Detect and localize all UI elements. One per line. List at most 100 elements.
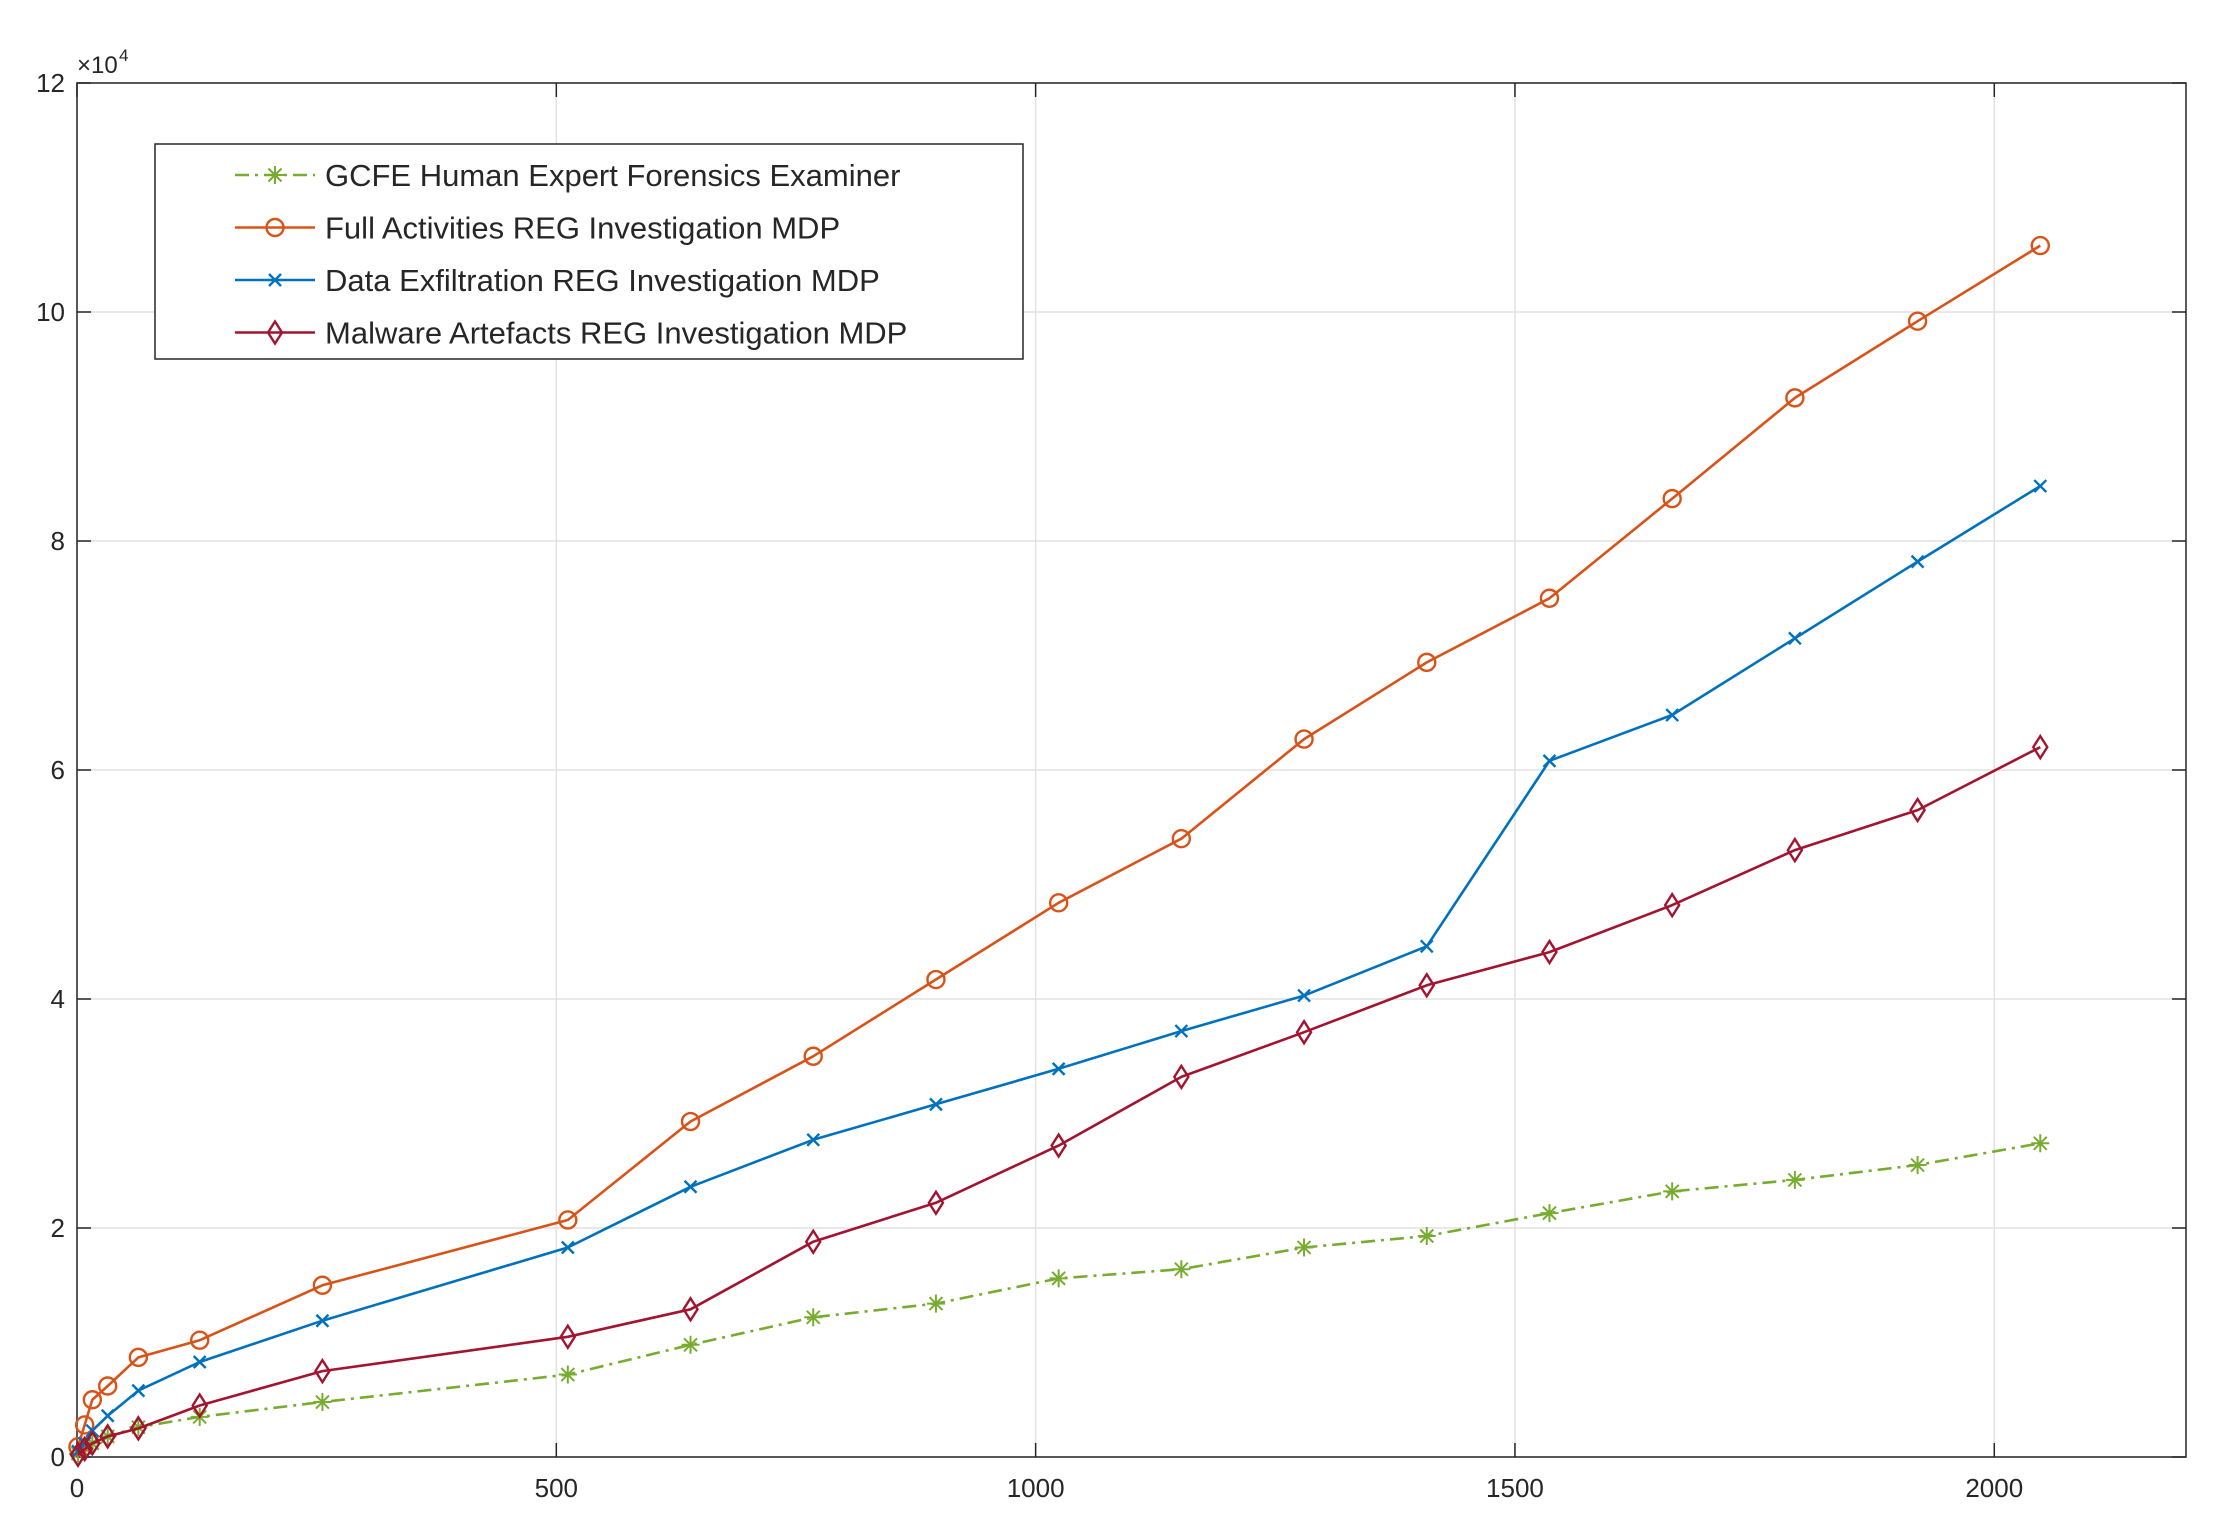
data-point-stroke (268, 273, 282, 287)
data-point (1418, 972, 1436, 999)
series-line (76, 244, 2041, 1448)
data-point (1048, 893, 1069, 913)
data-point (806, 1132, 821, 1147)
series-line (77, 1142, 2041, 1455)
data-point (1785, 388, 1805, 408)
x-tick-label: 1000 (1007, 1473, 1065, 1503)
data-point-stroke (1051, 1061, 1066, 1076)
data-point (74, 1415, 95, 1435)
data-point (83, 1430, 101, 1457)
legend-item: Data Exfiltration REG Investigation MDP (235, 263, 880, 298)
data-point-stroke (2033, 479, 2048, 493)
series-3 (71, 479, 2048, 1459)
data-point (266, 166, 284, 184)
data-point (1663, 1182, 1682, 1201)
legend-label: Malware Artefacts REG Investigation MDP (325, 316, 907, 351)
series-2 (68, 235, 2050, 1457)
data-point (1172, 1260, 1191, 1279)
data-point (927, 1189, 945, 1217)
y-tick-label: 4 (51, 984, 65, 1014)
data-point (1417, 1227, 1436, 1246)
data-point-stroke (315, 1394, 330, 1410)
data-point-stroke (1174, 1262, 1189, 1277)
data-point-stroke (1419, 939, 1434, 954)
data-point (76, 1435, 94, 1463)
data-point-stroke (1910, 554, 1925, 569)
data-point (1788, 631, 1802, 646)
data-point-stroke (1664, 1184, 1680, 1199)
data-point (1295, 1018, 1313, 1046)
data-point-stroke (928, 1296, 944, 1311)
data-point-stroke (1788, 631, 1802, 646)
x-tick-label: 0 (70, 1473, 84, 1503)
data-point (1909, 796, 1927, 824)
data-point (1908, 1156, 1927, 1175)
legend-label: Full Activities REG Investigation MDP (325, 211, 840, 246)
data-point (926, 1294, 945, 1313)
data-point (99, 1423, 117, 1450)
data-point (803, 1046, 823, 1066)
legend-label: GCFE Human Expert Forensics Examiner (325, 158, 900, 193)
data-point (929, 1097, 943, 1112)
data-point-stroke (683, 1337, 698, 1352)
axes: 0 500 1000 1500 2000 0 2 4 6 8 10 12 (36, 68, 2187, 1503)
data-point-stroke (806, 1310, 821, 1325)
series-layer (68, 235, 2050, 1468)
data-point (1050, 1132, 1068, 1159)
x-tick-label: 2000 (1965, 1473, 2023, 1503)
data-point (313, 1357, 331, 1385)
data-point (129, 1415, 147, 1442)
data-point (265, 217, 285, 238)
data-point (1663, 891, 1681, 919)
data-point (131, 1383, 146, 1398)
data-point-stroke (683, 1179, 698, 1194)
data-point (1910, 554, 1925, 569)
data-point-stroke (1296, 1240, 1312, 1255)
data-point (82, 1390, 103, 1410)
data-point (100, 1408, 115, 1423)
data-point (1419, 939, 1434, 954)
data-point (1172, 1063, 1190, 1091)
data-point (804, 1308, 823, 1327)
data-point-stroke (1542, 753, 1557, 768)
data-point (926, 969, 946, 990)
y-tick-label: 6 (51, 755, 65, 785)
data-point (1171, 829, 1192, 849)
data-point (1785, 1170, 1804, 1189)
data-point-stroke (1051, 1271, 1066, 1286)
data-point (558, 1210, 578, 1230)
legend-item: GCFE Human Expert Forensics Examiner (235, 158, 900, 193)
data-point (2030, 235, 2050, 256)
data-point (1541, 938, 1558, 966)
data-point-stroke (315, 1313, 330, 1328)
data-point (1174, 1024, 1189, 1038)
data-point (560, 1240, 575, 1255)
data-point (1665, 708, 1680, 722)
data-point (1907, 311, 1928, 331)
legend-label: Data Exfiltration REG Investigation MDP (325, 263, 880, 298)
data-point (191, 1392, 209, 1419)
data-point-stroke (1665, 708, 1680, 722)
data-point (128, 1347, 149, 1368)
y-tick-label: 10 (36, 297, 65, 327)
data-point (97, 1376, 118, 1396)
data-point-stroke (929, 1097, 943, 1112)
x-tick-label: 500 (535, 1473, 578, 1503)
data-point-stroke (1419, 1228, 1434, 1244)
data-point (190, 1330, 210, 1350)
y-tick-label: 8 (51, 526, 65, 556)
data-point (2031, 1134, 2050, 1153)
data-point-stroke (560, 1367, 576, 1382)
data-point-stroke (2033, 1136, 2048, 1151)
series-4 (69, 733, 2049, 1468)
data-point-stroke (192, 1355, 207, 1369)
data-point (804, 1228, 822, 1255)
y-multiplier-exponent: 4 (119, 46, 128, 65)
data-point (1051, 1061, 1066, 1076)
data-point (1295, 1238, 1314, 1257)
data-point (313, 1393, 332, 1412)
data-point-stroke (1542, 1205, 1557, 1221)
data-point-stroke (131, 1383, 146, 1398)
series-line (77, 745, 2041, 1456)
